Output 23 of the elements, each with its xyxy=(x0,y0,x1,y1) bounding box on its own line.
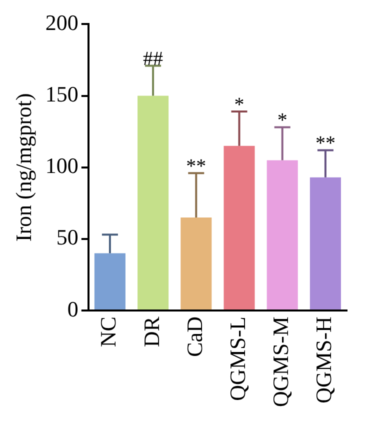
annotation: ** xyxy=(186,155,206,178)
y-tick-label: 100 xyxy=(45,153,78,178)
y-tick-label: 50 xyxy=(56,224,78,250)
bar xyxy=(266,160,298,310)
y-tick-label: 150 xyxy=(45,82,78,107)
x-tick-label: NC xyxy=(96,316,121,348)
bar xyxy=(224,146,255,310)
x-tick-label: CaD xyxy=(182,316,207,357)
x-tick-label: QGMS-M xyxy=(268,316,294,408)
annotation: ** xyxy=(315,132,336,154)
bar xyxy=(138,96,169,310)
bar xyxy=(180,217,212,310)
bar xyxy=(310,177,341,310)
annotation: * xyxy=(277,110,288,132)
y-tick-label: 200 xyxy=(45,10,78,35)
bar xyxy=(94,253,126,310)
x-tick-label: QGMS-H xyxy=(311,316,336,404)
x-tick-label: DR xyxy=(138,316,164,348)
x-tick-label: QGMS-L xyxy=(225,316,250,401)
annotation: ## xyxy=(143,48,164,70)
y-axis-title: Iron (ng/mgprot) xyxy=(10,93,36,242)
y-tick-label: 0 xyxy=(67,296,78,322)
annotation: * xyxy=(234,94,244,116)
